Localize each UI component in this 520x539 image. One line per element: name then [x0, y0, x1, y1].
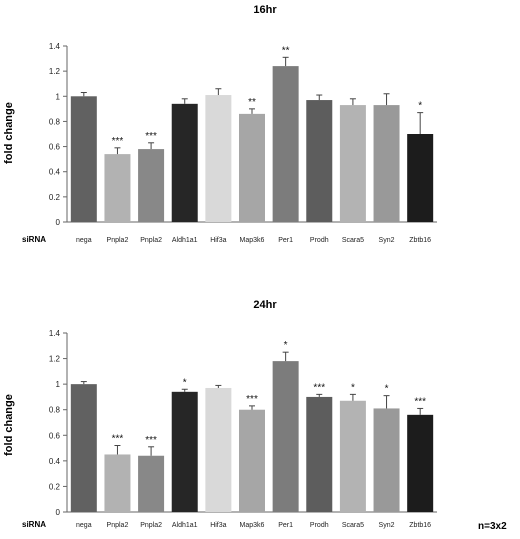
- y-tick-label: 0.6: [49, 431, 61, 440]
- bar: [205, 387, 232, 512]
- sample-size-note: n=3x2: [478, 521, 507, 532]
- category-label: Syn2: [379, 237, 395, 244]
- y-tick-label: 0.4: [49, 168, 61, 177]
- y-tick-label: 1.2: [49, 355, 61, 364]
- bar: [339, 105, 366, 222]
- category-label: Scara5: [342, 237, 364, 244]
- bar: [138, 455, 165, 512]
- y-tick-label: 0.8: [49, 117, 61, 126]
- y-tick-label: 0.8: [49, 406, 61, 415]
- category-label: Map3k6: [240, 237, 265, 244]
- y-axis-label: fold change: [3, 394, 15, 456]
- significance-label: *: [385, 384, 389, 395]
- category-label: Pnpla2: [107, 522, 129, 529]
- y-tick-label: 0.4: [49, 457, 61, 466]
- significance-label: *: [418, 101, 422, 112]
- bar: [104, 154, 131, 222]
- y-tick-label: 1.4: [49, 329, 61, 338]
- category-label: Syn2: [379, 522, 395, 529]
- category-label: Zbtb16: [409, 522, 431, 529]
- y-tick-label: 0.6: [49, 143, 61, 152]
- significance-label: ***: [112, 434, 124, 445]
- chart-title: 16hr: [253, 4, 277, 16]
- category-label: Prodh: [310, 522, 329, 529]
- bar: [407, 414, 434, 512]
- y-tick-label: 0.2: [49, 482, 61, 491]
- category-label: Pnpla2: [107, 237, 129, 244]
- bar: [171, 391, 198, 512]
- y-tick-label: 0: [56, 508, 61, 517]
- bar: [138, 149, 165, 222]
- significance-label: ***: [246, 394, 258, 405]
- chart-16hr: 16hr fold change siRNA 0 0.2 0.4 0.6 0.8 1 1.2…: [3, 4, 437, 244]
- category-label: Map3k6: [240, 522, 265, 529]
- sirna-row-label: siRNA: [22, 520, 46, 529]
- category-label: Hif3a: [210, 522, 226, 529]
- category-label: Per1: [278, 237, 293, 244]
- bar: [407, 134, 434, 222]
- bar: [339, 400, 366, 512]
- chart-24hr: 24hr fold change siRNA 0 0.2 0.4 0.6 0.8 1 1.2…: [3, 299, 437, 529]
- bar: [70, 384, 97, 512]
- category-label: nega: [76, 522, 92, 529]
- category-label: Pnpla2: [140, 522, 162, 529]
- category-label: Aldh1a1: [172, 237, 198, 244]
- bar: [373, 105, 400, 222]
- y-tick-label: 1: [56, 92, 61, 101]
- significance-label: **: [282, 45, 290, 56]
- significance-label: ***: [145, 131, 157, 142]
- significance-label: ***: [313, 382, 325, 393]
- bar: [239, 113, 265, 222]
- significance-label: ***: [145, 435, 157, 446]
- bar: [205, 95, 232, 222]
- bar: [70, 96, 97, 222]
- significance-label: **: [248, 97, 256, 108]
- significance-label: *: [183, 377, 187, 388]
- significance-label: ***: [414, 396, 426, 407]
- bar: [373, 408, 400, 512]
- category-label: Prodh: [310, 237, 329, 244]
- bar: [272, 361, 299, 512]
- bar: [104, 454, 131, 512]
- significance-label: ***: [112, 136, 124, 147]
- category-label: Pnpla2: [140, 237, 162, 244]
- y-tick-label: 1: [56, 380, 61, 389]
- significance-label: *: [284, 340, 288, 351]
- category-label: Scara5: [342, 522, 364, 529]
- y-tick-label: 1.4: [49, 42, 61, 51]
- chart-title: 24hr: [253, 299, 277, 311]
- y-tick-label: 0.2: [49, 193, 61, 202]
- y-tick-label: 1.2: [49, 67, 61, 76]
- category-label: Hif3a: [210, 237, 226, 244]
- category-label: Per1: [278, 522, 293, 529]
- significance-label: *: [351, 382, 355, 393]
- category-label: nega: [76, 237, 92, 244]
- category-label: Aldh1a1: [172, 522, 198, 529]
- sirna-row-label: siRNA: [22, 235, 46, 244]
- bar: [239, 409, 265, 512]
- bar: [272, 66, 299, 222]
- category-label: Zbtb16: [409, 237, 431, 244]
- bar: [171, 103, 198, 222]
- y-tick-label: 0: [56, 218, 61, 227]
- bar: [306, 396, 333, 512]
- y-axis-label: fold change: [3, 102, 15, 164]
- bar: [306, 100, 333, 222]
